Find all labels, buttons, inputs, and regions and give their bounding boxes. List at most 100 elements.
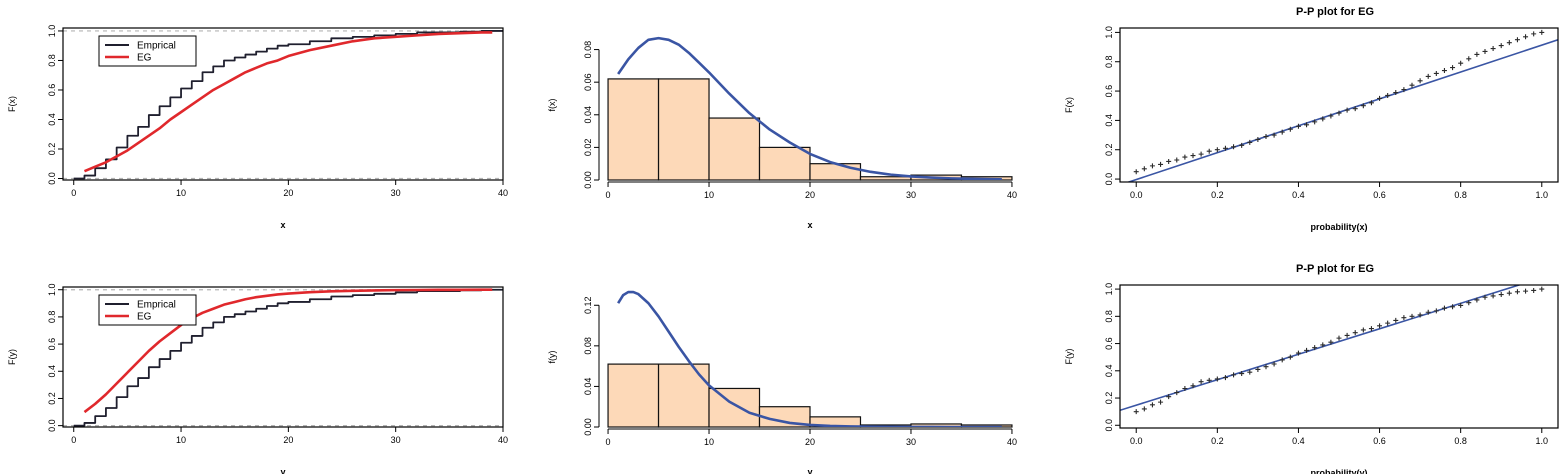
pp-x-point-31 bbox=[1385, 92, 1391, 98]
hist-y-y-tick-label-0: 0.00 bbox=[583, 418, 593, 436]
pp-y-point-47 bbox=[1514, 289, 1520, 295]
pp-y-point-29 bbox=[1368, 326, 1374, 332]
pp-y-point-22 bbox=[1312, 345, 1318, 351]
hist-x-bar-4 bbox=[809, 163, 862, 181]
pp-x-point-44 bbox=[1490, 46, 1496, 52]
pp-y-point-26 bbox=[1344, 332, 1350, 338]
pp-y-point-2 bbox=[1149, 402, 1155, 408]
pp-y-point-46 bbox=[1506, 290, 1512, 296]
pp-x-y-tick-label-0: 0.0 bbox=[1104, 173, 1114, 186]
pp-y-point-48 bbox=[1523, 288, 1529, 294]
pp-x-point-13 bbox=[1239, 142, 1245, 148]
pp-y-point-20 bbox=[1295, 350, 1301, 356]
pp-y-x-tick-label-2: 0.4 bbox=[1292, 436, 1305, 446]
pp-x-frame bbox=[1119, 27, 1559, 183]
hist-x-x-tick-label-1: 10 bbox=[704, 190, 714, 200]
cdf-x-y-tick-label-1: 0.2 bbox=[47, 143, 57, 156]
pp-y-point-39 bbox=[1450, 304, 1456, 310]
hist-y-x-tick-label-1: 10 bbox=[704, 437, 714, 447]
cdf-y-legend-label-0: Emprical bbox=[137, 300, 176, 311]
cdf-x-x-tick-label-4: 40 bbox=[498, 188, 508, 198]
pp-x-point-19 bbox=[1287, 126, 1293, 132]
pp-y-point-23 bbox=[1320, 342, 1326, 348]
cdf-x-y-axis-title: F(x) bbox=[7, 96, 17, 112]
pp-y-point-4 bbox=[1166, 394, 1172, 400]
pp-y-point-50 bbox=[1539, 286, 1545, 292]
pp-y-point-7 bbox=[1190, 383, 1196, 389]
pp-x-y-tick-label-4: 0.8 bbox=[1104, 55, 1114, 68]
hist-y-y-tick-label-1: 0.04 bbox=[583, 378, 593, 396]
cdf-x-y-tick-label-5: 1.0 bbox=[47, 25, 57, 38]
hist-x-y-tick-label-0: 0.00 bbox=[583, 171, 593, 189]
pp-x-point-46 bbox=[1506, 40, 1512, 46]
pp-x-point-37 bbox=[1433, 70, 1439, 76]
pp-x-point-14 bbox=[1247, 139, 1253, 145]
pp-y-point-41 bbox=[1466, 300, 1472, 306]
hist-y-bar-0 bbox=[607, 363, 660, 428]
cdf-y-x-tick-label-3: 30 bbox=[391, 435, 401, 445]
pp-x-point-48 bbox=[1523, 34, 1529, 40]
pp-x-point-18 bbox=[1279, 129, 1285, 135]
pp-y-point-35 bbox=[1417, 312, 1423, 318]
cdf-y-y-tick-label-2: 0.4 bbox=[47, 365, 57, 378]
pp-y-point-15 bbox=[1255, 366, 1261, 372]
cdf-y-x-tick-label-2: 20 bbox=[283, 435, 293, 445]
hist-x-x-tick-label-2: 20 bbox=[805, 190, 815, 200]
pp-y-point-45 bbox=[1498, 292, 1504, 298]
pp-y-point-38 bbox=[1441, 305, 1447, 311]
pp-x-point-27 bbox=[1352, 106, 1358, 112]
cdf-y-y-tick-label-3: 0.6 bbox=[47, 338, 57, 351]
hist-x-series-eg-density bbox=[617, 36, 1002, 180]
pp-x-point-21 bbox=[1304, 122, 1310, 128]
pp-x-point-20 bbox=[1295, 123, 1301, 129]
pp-y-x-tick-label-0: 0.0 bbox=[1130, 436, 1143, 446]
cdf-x-x-tick-label-2: 20 bbox=[283, 188, 293, 198]
hist-y-x-tick-label-2: 20 bbox=[805, 437, 815, 447]
pp-y-y-tick-label-1: 0.2 bbox=[1104, 392, 1114, 405]
pp-y-point-32 bbox=[1393, 317, 1399, 323]
pp-x-point-39 bbox=[1450, 65, 1456, 71]
pp-y-point-12 bbox=[1231, 372, 1237, 378]
pp-y-reference-line bbox=[1120, 285, 1522, 412]
pp-y-y-axis-title: F(y) bbox=[1064, 349, 1074, 365]
hist-y-x-axis-title: y bbox=[807, 467, 812, 474]
pp-x-point-34 bbox=[1409, 82, 1415, 88]
cdf-x-x-tick-label-1: 10 bbox=[176, 188, 186, 198]
pp-x-point-36 bbox=[1425, 73, 1431, 79]
cdf-y-y-axis-title: F(y) bbox=[7, 349, 17, 365]
hist-x-y-tick-label-2: 0.04 bbox=[583, 106, 593, 124]
pp-x-point-8 bbox=[1198, 151, 1204, 157]
pp-y-point-40 bbox=[1458, 302, 1464, 308]
pp-y-point-21 bbox=[1304, 347, 1310, 353]
pp-x-point-45 bbox=[1498, 43, 1504, 49]
cdf-y-panel: 0 10 20 30 40 0.0 0.2 0.4 0.6 0.8 1.0 y F(y) Emprical… bbox=[7, 283, 508, 474]
pp-y-point-0 bbox=[1133, 409, 1139, 415]
pp-x-point-25 bbox=[1336, 110, 1342, 116]
pp-x-point-50 bbox=[1539, 29, 1545, 35]
pp-x-y-tick-label-3: 0.6 bbox=[1104, 85, 1114, 98]
pp-x-point-28 bbox=[1360, 103, 1366, 109]
hist-x-bar-5 bbox=[859, 176, 912, 181]
pp-x-point-2 bbox=[1149, 163, 1155, 169]
hist-y-panel: 0 10 20 30 40 0.00 0.04 0.08 0.12 y f(y) bbox=[547, 290, 1017, 474]
cdf-x-y-tick-label-2: 0.4 bbox=[47, 113, 57, 126]
hist-x-y-tick-label-4: 0.08 bbox=[583, 41, 593, 59]
hist-y-x-tick-label-3: 30 bbox=[906, 437, 916, 447]
cdf-y-y-tick-label-4: 0.8 bbox=[47, 311, 57, 324]
pp-x-point-42 bbox=[1474, 51, 1480, 57]
pp-x-point-6 bbox=[1182, 154, 1188, 160]
pp-x-point-17 bbox=[1271, 132, 1277, 138]
pp-x-point-26 bbox=[1344, 107, 1350, 113]
cdf-x-legend-label-1: EG bbox=[137, 53, 152, 64]
pp-x-point-23 bbox=[1320, 116, 1326, 122]
pp-x-point-40 bbox=[1458, 60, 1464, 66]
cdf-x-x-tick-label-0: 0 bbox=[71, 188, 76, 198]
pp-y-point-27 bbox=[1352, 330, 1358, 336]
pp-y-point-28 bbox=[1360, 327, 1366, 333]
pp-x-point-29 bbox=[1368, 100, 1374, 106]
pp-y-point-43 bbox=[1482, 294, 1488, 300]
pp-y-x-tick-label-3: 0.6 bbox=[1373, 436, 1386, 446]
pp-x-point-33 bbox=[1401, 87, 1407, 93]
cdf-y-y-tick-label-1: 0.2 bbox=[47, 392, 57, 405]
